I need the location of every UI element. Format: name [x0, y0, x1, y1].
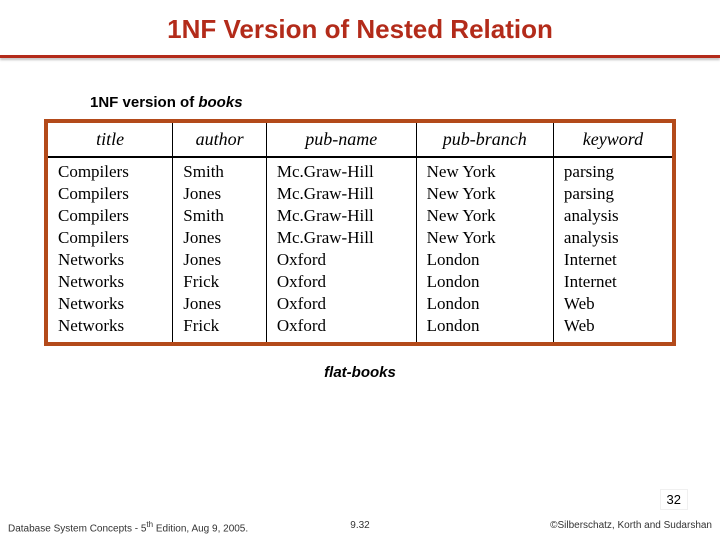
slide-title: 1NF Version of Nested Relation: [0, 14, 720, 45]
table-row: CompilersSmithMc.Graw-HillNew Yorkparsin…: [48, 157, 672, 183]
column-header: pub-branch: [416, 123, 553, 157]
column-header: pub-name: [266, 123, 416, 157]
subtitle: 1NF version of books: [90, 94, 720, 111]
column-header: author: [173, 123, 267, 157]
table-row: CompilersJonesMc.Graw-HillNew Yorkanalys…: [48, 227, 672, 249]
books-table: titleauthorpub-namepub-branchkeyword Com…: [48, 123, 672, 342]
table-row: NetworksFrickOxfordLondonInternet: [48, 271, 672, 293]
column-header: title: [48, 123, 173, 157]
table-row: CompilersSmithMc.Graw-HillNew Yorkanalys…: [48, 205, 672, 227]
footer: Database System Concepts - 5th Edition, …: [0, 520, 720, 534]
slide-title-bar: 1NF Version of Nested Relation: [0, 0, 720, 55]
column-header: keyword: [553, 123, 672, 157]
table-row: NetworksFrickOxfordLondonWeb: [48, 315, 672, 342]
subtitle-prefix: 1NF version of: [90, 94, 198, 111]
table-header-row: titleauthorpub-namepub-branchkeyword: [48, 123, 672, 157]
table-row: CompilersJonesMc.Graw-HillNew Yorkparsin…: [48, 183, 672, 205]
subtitle-italic: books: [198, 94, 242, 111]
footer-left: Database System Concepts - 5th Edition, …: [8, 520, 248, 534]
table-caption: flat-books: [0, 364, 720, 381]
table-row: NetworksJonesOxfordLondonWeb: [48, 293, 672, 315]
table-row: NetworksJonesOxfordLondonInternet: [48, 249, 672, 271]
footer-right: ©Silberschatz, Korth and Sudarshan: [550, 520, 712, 534]
page-number: 32: [660, 489, 688, 510]
footer-mid: 9.32: [350, 520, 369, 531]
books-table-wrap: titleauthorpub-namepub-branchkeyword Com…: [44, 119, 676, 346]
title-underline: [0, 55, 720, 58]
